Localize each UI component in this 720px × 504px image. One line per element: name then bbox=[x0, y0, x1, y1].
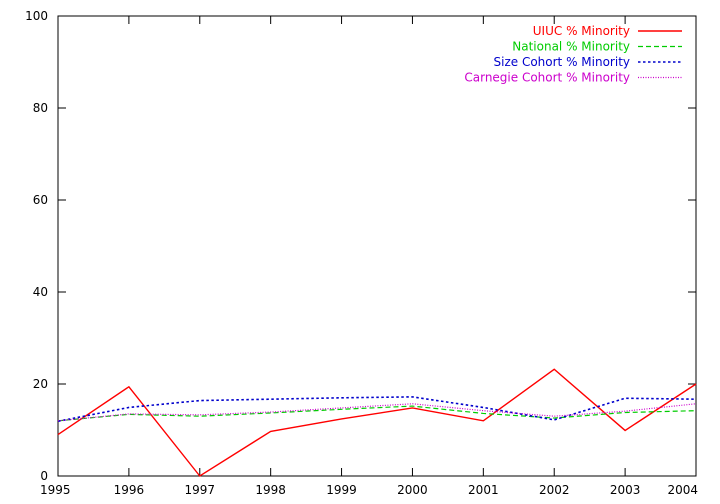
y-tick-label: 20 bbox=[33, 377, 48, 391]
x-tick-label: 1998 bbox=[255, 483, 286, 497]
axis-tick-labels: 0 20 40 60 80 100 1995 1996 1997 1998 1999 2000 2001… bbox=[25, 9, 698, 497]
x-tick-label: 2003 bbox=[610, 483, 641, 497]
legend-label: Carnegie Cohort % Minority bbox=[464, 71, 630, 85]
series-line-3 bbox=[57, 403, 697, 422]
x-tick-label: 1995 bbox=[40, 483, 71, 497]
y-tick-label: 0 bbox=[40, 469, 48, 483]
x-tick-label: 2002 bbox=[539, 483, 570, 497]
y-tick-label: 100 bbox=[25, 9, 48, 23]
axis-ticks bbox=[57, 15, 697, 477]
legend-label: UIUC % Minority bbox=[533, 24, 630, 38]
y-tick-label: 80 bbox=[33, 101, 48, 115]
series-lines bbox=[57, 368, 697, 477]
x-tick-label: 2001 bbox=[468, 483, 499, 497]
x-tick-label: 1997 bbox=[185, 483, 216, 497]
x-tick-label: 1996 bbox=[114, 483, 145, 497]
x-tick-label: 2000 bbox=[397, 483, 428, 497]
series-line-1 bbox=[57, 405, 697, 422]
y-tick-label: 40 bbox=[33, 285, 48, 299]
legend-label: Size Cohort % Minority bbox=[494, 55, 631, 69]
plot-frame bbox=[57, 15, 697, 477]
y-tick-label: 60 bbox=[33, 193, 48, 207]
series-line-0 bbox=[57, 368, 697, 477]
legend-label: National % Minority bbox=[512, 40, 630, 54]
x-tick-label: 1999 bbox=[326, 483, 357, 497]
x-tick-label: 2004 bbox=[667, 483, 698, 497]
series-line-2 bbox=[57, 396, 697, 423]
